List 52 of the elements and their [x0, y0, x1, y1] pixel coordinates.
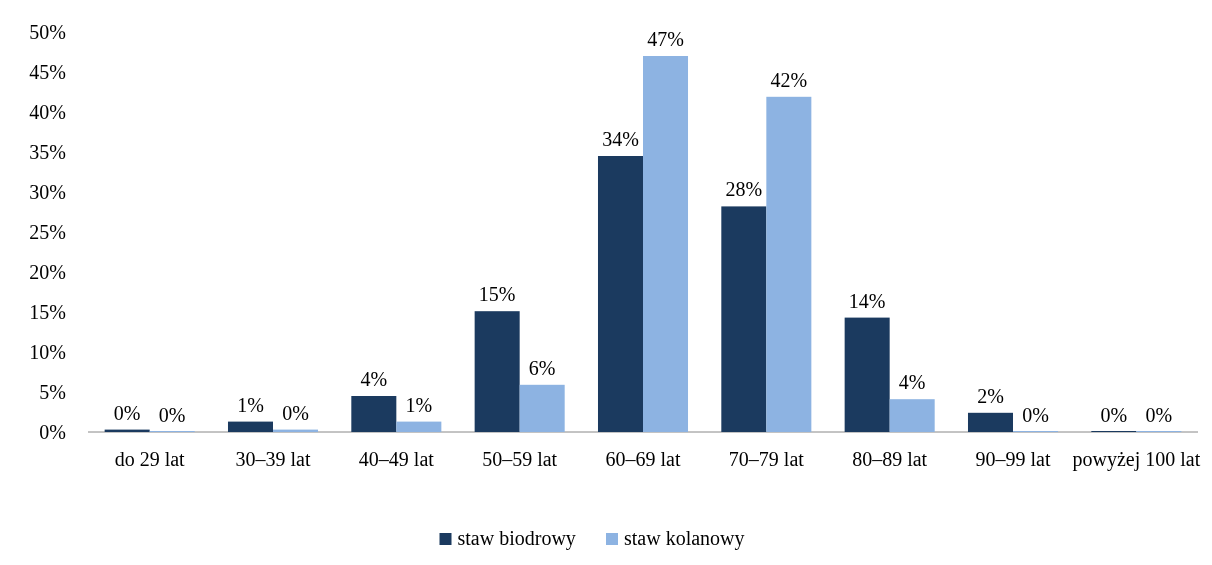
- y-tick-label: 5%: [39, 381, 66, 403]
- legend-label: staw kolanowy: [624, 527, 745, 550]
- bar: [597, 156, 643, 432]
- data-label: 14%: [848, 289, 886, 312]
- bar: [967, 412, 1013, 432]
- bar: [766, 96, 812, 432]
- y-tick-label: 15%: [29, 301, 66, 323]
- y-tick-label: 45%: [29, 61, 66, 83]
- x-tick-label: 60–69 lat: [605, 448, 681, 470]
- bar: [889, 399, 935, 432]
- y-tick-label: 35%: [29, 141, 66, 163]
- bar: [519, 384, 565, 432]
- data-label: 42%: [770, 68, 808, 91]
- y-tick-label: 20%: [29, 261, 66, 283]
- x-tick-label: do 29 lat: [114, 448, 186, 470]
- data-label: 0%: [1022, 404, 1049, 426]
- data-label: 4%: [360, 368, 388, 390]
- data-label: 1%: [405, 393, 433, 416]
- bar: [227, 421, 273, 432]
- y-tick-label: 50%: [29, 21, 66, 43]
- y-tick-label: 0%: [39, 421, 66, 443]
- y-tick-label: 40%: [29, 101, 66, 123]
- data-label: 2%: [977, 384, 1004, 407]
- bar: [474, 311, 520, 432]
- data-label: 0%: [1145, 404, 1173, 426]
- x-tick-label: 90–99 lat: [975, 448, 1051, 470]
- y-tick-label: 30%: [29, 181, 66, 203]
- data-label: 34%: [602, 128, 639, 150]
- data-label: 15%: [478, 283, 516, 306]
- x-tick-label: 40–49 lat: [358, 448, 435, 470]
- data-label: 4%: [898, 371, 926, 394]
- data-label: 6%: [528, 356, 556, 379]
- bar: [351, 396, 397, 432]
- data-label: 28%: [725, 178, 763, 201]
- x-tick-label: powyżej 100 lat: [1072, 448, 1201, 471]
- y-tick-label: 25%: [29, 221, 66, 243]
- bar: [844, 317, 890, 432]
- x-tick-label: 80–89 lat: [852, 448, 928, 470]
- y-tick-label: 10%: [29, 341, 66, 363]
- bar: [643, 56, 689, 432]
- legend-label: staw biodrowy: [457, 527, 576, 550]
- x-tick-label: 50–59 lat: [482, 448, 558, 470]
- data-label: 0%: [158, 404, 186, 426]
- bar: [721, 206, 767, 432]
- data-label: 47%: [647, 28, 684, 50]
- data-label: 0%: [1100, 404, 1128, 426]
- x-tick-label: 30–39 lat: [235, 448, 311, 470]
- data-label: 0%: [113, 401, 141, 424]
- data-label: 0%: [282, 401, 309, 424]
- x-tick-label: 70–79 lat: [728, 448, 805, 470]
- data-label: 1%: [237, 393, 264, 416]
- bar: [396, 421, 442, 432]
